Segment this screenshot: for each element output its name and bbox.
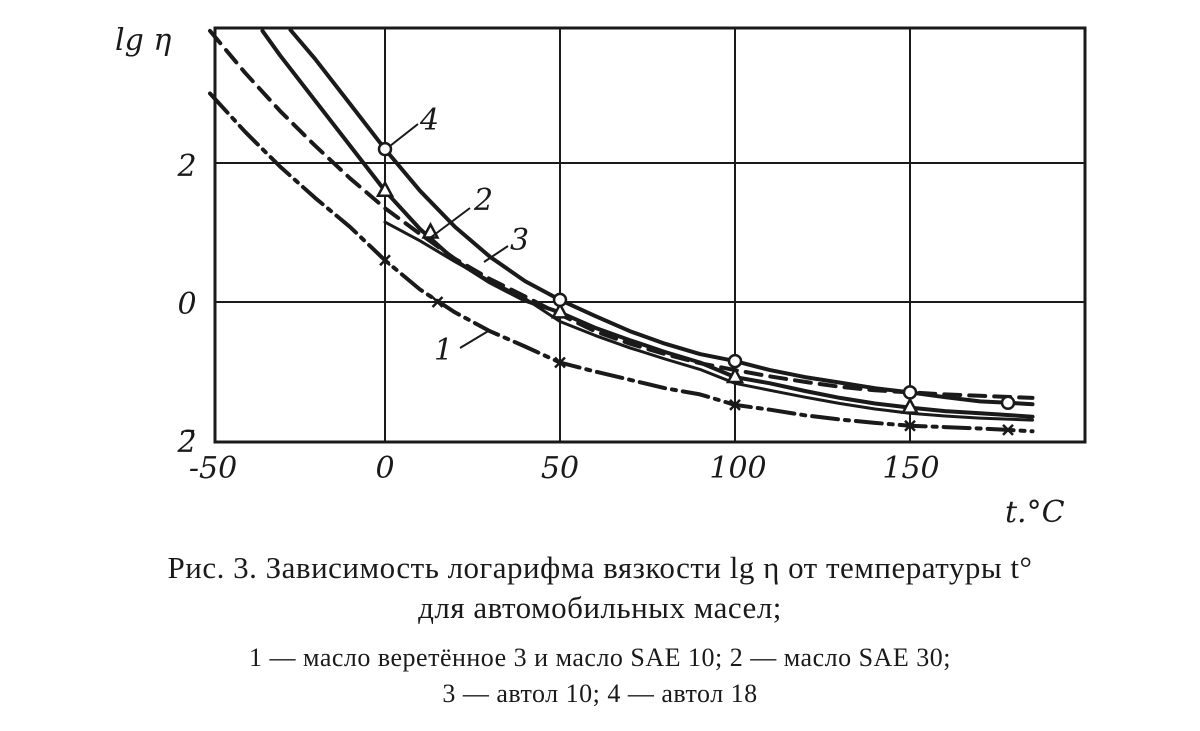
data-point-series-1 xyxy=(431,296,444,308)
grid-lines xyxy=(215,28,1085,442)
x-tick-label: 50 xyxy=(541,451,579,486)
x-tick-label: 0 xyxy=(375,451,394,486)
data-markers xyxy=(375,141,1016,436)
x-tick-label: -50 xyxy=(189,451,237,486)
x-tick-label: 150 xyxy=(882,451,939,486)
y-tick-label: 2 xyxy=(176,149,196,184)
data-point-series-4 xyxy=(902,385,918,400)
curve-2-number: 2 xyxy=(473,183,493,218)
curve-1-number: 1 xyxy=(434,333,453,368)
data-point-series-2 xyxy=(550,301,570,319)
series-line-4 xyxy=(288,28,1035,407)
curve-3-number: 3 xyxy=(510,223,529,258)
curve-4-number: 4 xyxy=(419,103,439,138)
y-tick-label: 0 xyxy=(177,287,196,322)
data-point-series-1 xyxy=(904,419,916,432)
curve-2-leader xyxy=(429,207,471,239)
data-point-series-1 xyxy=(379,254,391,267)
curve-4-leader xyxy=(389,123,419,147)
data-point-series-4 xyxy=(1000,395,1016,411)
curve-3-leader xyxy=(483,245,509,263)
figure-caption-legend-line2: 3 — автол 10; 4 — автол 18 xyxy=(442,679,758,708)
data-point-series-1 xyxy=(1002,423,1014,436)
data-point-series-2 xyxy=(725,366,745,384)
data-point-series-2 xyxy=(421,221,440,239)
y-tick-label: 2̄ xyxy=(176,425,196,460)
data-point-series-1 xyxy=(554,356,566,369)
figure-caption-title-line2: для автомобильных масел; xyxy=(418,590,782,625)
data-point-series-2 xyxy=(900,397,920,414)
plot-frame xyxy=(213,26,1087,444)
series-line-2 xyxy=(260,28,1035,419)
data-point-series-1 xyxy=(729,398,741,411)
data-point-series-4 xyxy=(727,353,743,369)
data-point-series-2 xyxy=(375,180,395,198)
data-point-series-4 xyxy=(377,141,393,157)
curve-1-leader xyxy=(459,329,491,349)
x-tick-label: 100 xyxy=(709,451,766,486)
data-point-series-4 xyxy=(552,292,568,308)
x-axis-label: t.°C xyxy=(1005,495,1065,530)
figure-caption-legend: 1 — масло веретённое 3 и масло SAE 10; 2… xyxy=(249,643,951,672)
y-axis-label: lg η xyxy=(115,23,171,58)
figure-caption-title: Рис. 3. Зависимость логарифма вязкости l… xyxy=(167,550,1033,585)
